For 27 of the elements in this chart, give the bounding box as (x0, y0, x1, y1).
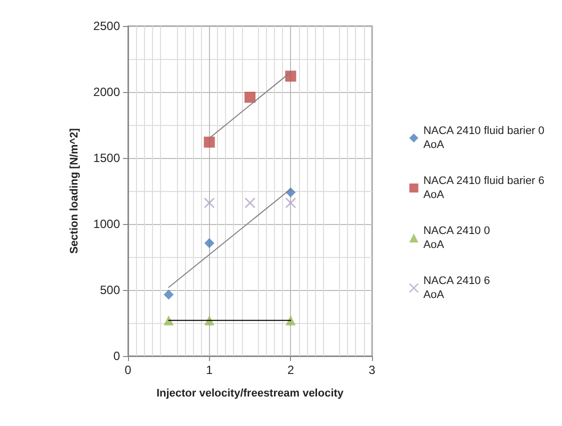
point (164, 290, 174, 300)
point (286, 198, 296, 208)
x-tick-label: 1 (206, 363, 213, 377)
legend-label: NACA 2410 fluid barier 0 AoA (423, 125, 544, 151)
y-tick-label: 1000 (93, 217, 120, 231)
point (204, 136, 215, 148)
legend-label: NACA 2410 0 AoA (423, 225, 490, 251)
y-tick-label: 500 (100, 283, 120, 297)
y-tick-label: 2000 (93, 85, 120, 99)
y-tick-label: 1500 (93, 151, 120, 165)
point (245, 198, 255, 208)
y-axis-title: Section loading [N/m^2] (68, 128, 80, 254)
point (286, 315, 296, 326)
legend-label: NACA 2410 6 AoA (423, 275, 490, 301)
y-tick-label: 0 (113, 349, 120, 363)
point (204, 238, 214, 248)
point (204, 198, 214, 208)
y-tick-label: 2500 (93, 19, 120, 33)
x-tick-label: 0 (124, 363, 132, 377)
point (244, 92, 256, 103)
x-tick-label: 3 (368, 363, 376, 377)
point (285, 70, 296, 82)
x-axis-title: Injector velocity/freestream velocity (156, 388, 344, 400)
x-tick-label: 2 (287, 363, 294, 377)
point (164, 315, 174, 326)
point (204, 315, 214, 326)
legend-label: NACA 2410 fluid barier 6 AoA (423, 175, 544, 201)
